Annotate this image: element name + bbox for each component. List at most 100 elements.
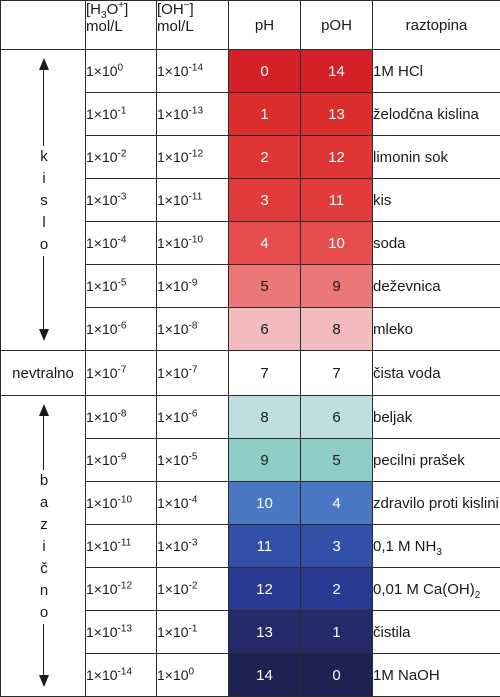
solution-name: 1M HCl [373,50,500,93]
zone-letter: a [34,492,54,514]
oh-concentration: 1×10-12 [157,136,229,179]
ph-value: 14 [229,654,301,697]
header-ph: pH [229,1,301,50]
solution-name: pecilni prašek [373,439,500,482]
poh-value: 0 [301,654,373,697]
h3o-concentration: 1×10-5 [86,265,157,308]
ph-value: 1 [229,93,301,136]
poh-value: 6 [301,396,373,439]
oh-concentration: 1×10-9 [157,265,229,308]
zone-letter: č [34,558,54,580]
solution-name: kis [373,179,500,222]
poh-value: 1 [301,611,373,654]
oh-concentration: 1×10-8 [157,308,229,351]
header-poh: pOH [301,1,373,50]
solution-name: želodčna kislina [373,93,500,136]
poh-value: 3 [301,525,373,568]
header-h3o: [H3O+] mol/L [86,1,157,50]
oh-concentration: 1×10-3 [157,525,229,568]
ph-value: 6 [229,308,301,351]
poh-value: 8 [301,308,373,351]
poh-value: 7 [301,351,373,396]
poh-value: 11 [301,179,373,222]
zone-letter: i [34,168,54,190]
header-oh: [OH−] mol/L [157,1,229,50]
poh-value: 2 [301,568,373,611]
ph-value: 11 [229,525,301,568]
zone-letter: z [34,514,54,536]
h3o-concentration: 1×10-13 [86,611,157,654]
arrow-up-icon [39,58,49,70]
zone-letter: b [34,470,54,492]
ph-value: 13 [229,611,301,654]
ph-value: 2 [229,136,301,179]
ph-value: 7 [229,351,301,396]
ph-value: 0 [229,50,301,93]
h3o-concentration: 1×10-2 [86,136,157,179]
oh-concentration: 1×10-10 [157,222,229,265]
zone-letter: o [34,234,54,256]
ph-value: 9 [229,439,301,482]
ph-value: 8 [229,396,301,439]
h3o-concentration: 1×10-8 [86,396,157,439]
solution-name: 0,01 M Ca(OH)2 [373,568,500,611]
header-zone [1,1,86,50]
h3o-concentration: 1×10-9 [86,439,157,482]
h3o-concentration: 1×10-6 [86,308,157,351]
poh-value: 9 [301,265,373,308]
ph-value: 4 [229,222,301,265]
h3o-concentration: 1×10-12 [86,568,157,611]
ph-value: 12 [229,568,301,611]
solution-name: deževnica [373,265,500,308]
zone-letter: o [34,602,54,624]
poh-value: 5 [301,439,373,482]
h3o-concentration: 1×10-1 [86,93,157,136]
oh-concentration: 1×10-11 [157,179,229,222]
ph-value: 3 [229,179,301,222]
ph-value: 10 [229,482,301,525]
h3o-concentration: 1×10-14 [86,654,157,697]
h3o-concentration: 1×10-7 [86,351,157,396]
header-solution: raztopina [373,1,500,50]
solution-name: čistila [373,611,500,654]
oh-concentration: 1×10-5 [157,439,229,482]
poh-value: 14 [301,50,373,93]
arrow-down-icon [39,329,49,341]
neutral-label: nevtralno [1,351,86,396]
poh-value: 4 [301,482,373,525]
h3o-concentration: 1×10-3 [86,179,157,222]
solution-name: limonin sok [373,136,500,179]
zone-letter: i [34,536,54,558]
oh-concentration: 1×10-4 [157,482,229,525]
ph-value: 5 [229,265,301,308]
oh-concentration: 1×10-7 [157,351,229,396]
arrow-up-icon [39,404,49,416]
oh-concentration: 1×10-6 [157,396,229,439]
zone-letter: n [34,580,54,602]
oh-concentration: 1×10-14 [157,50,229,93]
oh-concentration: 1×10-2 [157,568,229,611]
arrow-down-icon [39,675,49,687]
oh-concentration: 1×100 [157,654,229,697]
solution-name: 0,1 M NH3 [373,525,500,568]
solution-name: soda [373,222,500,265]
header-row: [H3O+] mol/L [OH−] mol/L pH pOH raztopin… [1,1,500,50]
solution-name: 1M NaOH [373,654,500,697]
zone-letter: s [34,190,54,212]
h3o-concentration: 1×100 [86,50,157,93]
zone-letter: k [34,146,54,168]
solution-name: čista voda [373,351,500,396]
zone-letter: l [34,212,54,234]
poh-value: 13 [301,93,373,136]
h3o-concentration: 1×10-4 [86,222,157,265]
oh-concentration: 1×10-1 [157,611,229,654]
solution-name: zdravilo proti kislini [373,482,500,525]
h3o-concentration: 1×10-11 [86,525,157,568]
